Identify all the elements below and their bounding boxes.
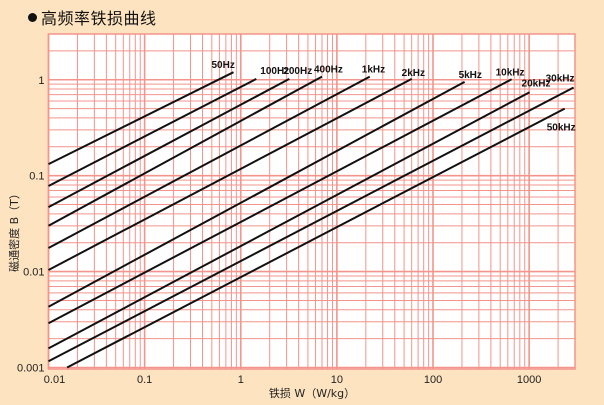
series-line-30kHz <box>48 86 575 363</box>
series-label: 50Hz <box>211 60 234 71</box>
x-tick-label: 1000 <box>517 374 541 386</box>
bullet-icon <box>28 13 37 22</box>
series-label: 1kHz <box>362 65 385 76</box>
series-label: 30kHz <box>546 74 575 85</box>
x-tick-label: 1 <box>238 374 244 386</box>
series-label: 400Hz <box>314 65 343 76</box>
series-label: 50kHz <box>547 123 576 134</box>
series-label: 10kHz <box>496 67 525 78</box>
series-line-1kHz <box>48 75 371 249</box>
series-line-5kHz <box>48 81 466 308</box>
series-line-200Hz <box>48 78 290 208</box>
x-tick-label: 100 <box>424 374 442 386</box>
x-axis-label: 铁损 W（W/kg） <box>269 386 355 400</box>
series-label: 5kHz <box>459 70 482 81</box>
series-label: 200Hz <box>283 66 312 77</box>
series-line-20kHz <box>48 91 531 350</box>
x-tick-label: 0.1 <box>137 374 152 386</box>
y-axis-label: 磁通密度 B（T） <box>7 188 21 272</box>
series-lines <box>48 71 575 369</box>
plot-border <box>47 33 576 370</box>
x-tick-label: 0.01 <box>44 374 65 386</box>
series-label: 2kHz <box>402 68 425 79</box>
y-tick-label: 0.1 <box>29 171 44 183</box>
series-line-2kHz <box>48 78 413 271</box>
series-line-50kHz <box>66 107 566 369</box>
y-tick-label: 0.01 <box>23 267 44 279</box>
y-tick-label: 0.001 <box>17 363 45 375</box>
series-line-50Hz <box>48 71 234 165</box>
series-label: 20kHz <box>522 78 551 89</box>
series-line-10kHz <box>48 78 513 325</box>
chart-title-text: 高频率铁损曲线 <box>41 9 157 28</box>
chart-title: 高频率铁损曲线 <box>28 5 157 29</box>
series-line-100Hz <box>48 78 257 187</box>
y-tick-label: 1 <box>38 75 44 87</box>
x-tick-label: 10 <box>331 374 343 386</box>
series-line-400Hz <box>48 75 323 227</box>
series-label: 100Hz <box>260 66 289 77</box>
